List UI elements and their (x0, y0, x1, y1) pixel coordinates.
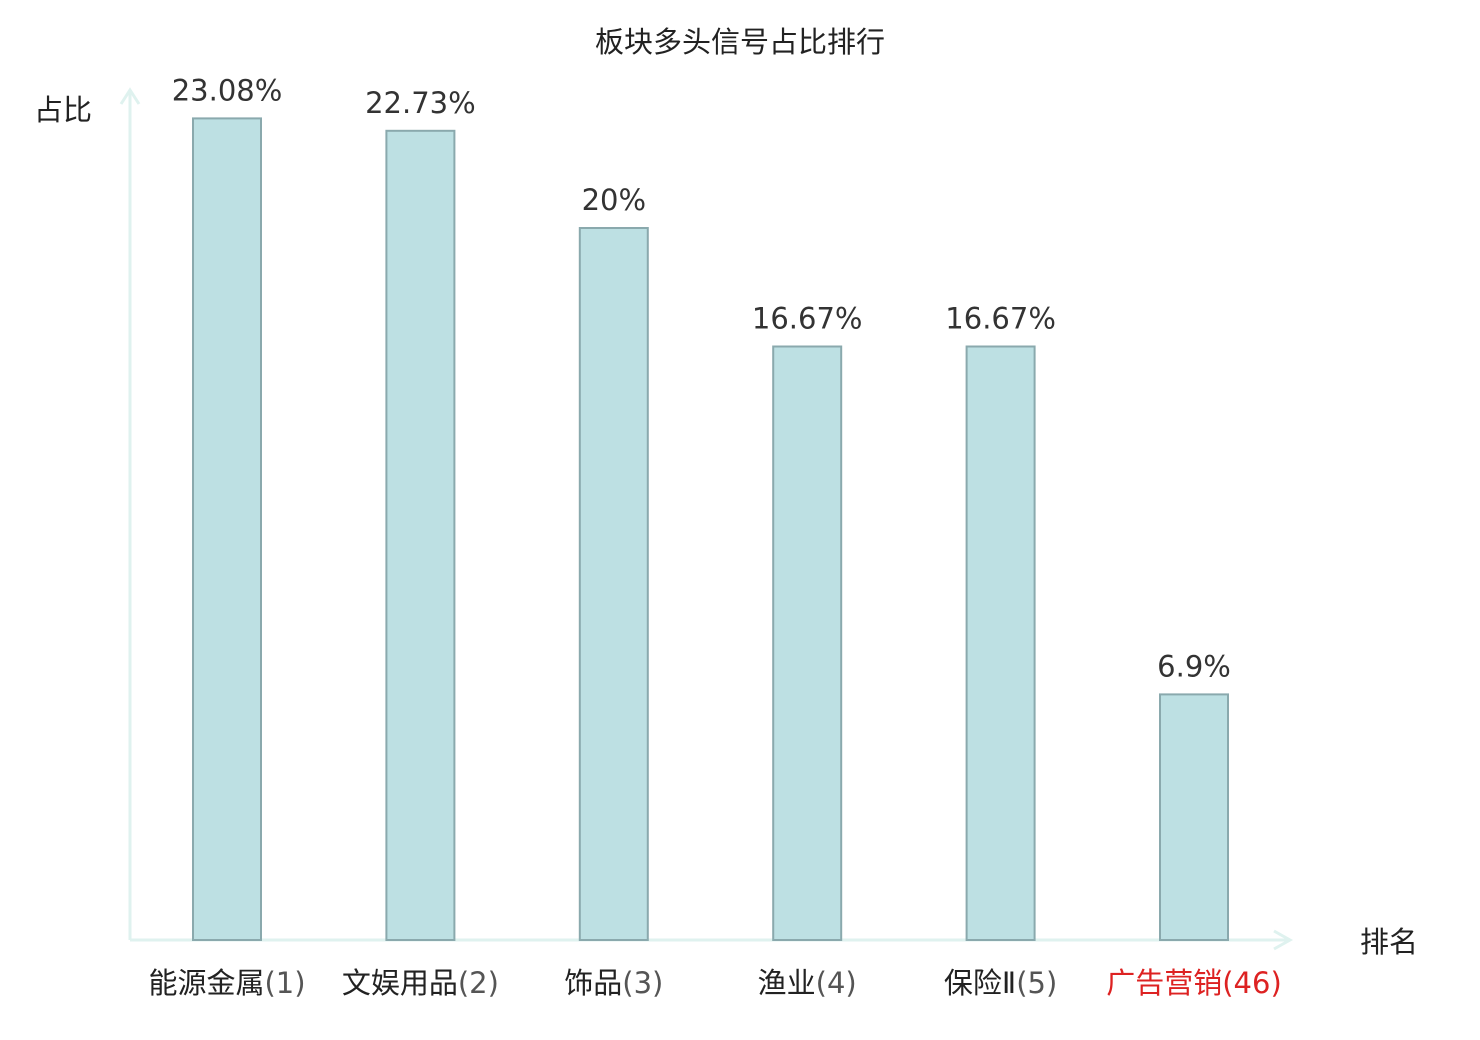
bar-1 (192, 117, 262, 941)
x-axis-label: 排名 (1360, 925, 1418, 959)
bars (192, 117, 1229, 942)
bar-6 (1159, 693, 1229, 942)
value-label-2: 22.73% (365, 86, 476, 120)
category-rank: (1) (264, 966, 305, 1000)
value-label-6: 6.9% (1157, 649, 1231, 683)
category-name: 渔业 (758, 966, 816, 1000)
value-label-1: 23.08% (172, 73, 283, 107)
category-name: 广告营销 (1106, 966, 1222, 1000)
category-name: 能源金属 (148, 966, 264, 1000)
category-labels: 能源金属(1) 文娱用品(2) 饰品(3) 渔业(4) 保险Ⅱ(5) 广告营销(46) (148, 966, 1281, 1000)
category-rank: (4) (816, 966, 857, 1000)
y-axis-arrow (119, 87, 141, 105)
value-label-4: 16.67% (752, 302, 863, 336)
bar-3 (578, 227, 649, 941)
category-rank: (5) (1016, 966, 1057, 1000)
category-label-3: 饰品(3) (564, 966, 663, 1000)
category-label-2: 文娱用品(2) (342, 966, 499, 1000)
value-label-5: 16.67% (945, 302, 1056, 336)
bar-2 (385, 129, 456, 942)
bar-5 (965, 345, 1036, 941)
category-name: 文娱用品 (342, 966, 458, 1000)
category-label-4: 渔业(4) (758, 966, 857, 1000)
value-labels: 23.08% 22.73% 20% 16.67% 16.67% 6.9% (172, 73, 1231, 683)
category-label-5: 保险Ⅱ(5) (944, 966, 1057, 1000)
category-name: 保险Ⅱ (944, 966, 1016, 1000)
category-rank: (46) (1222, 966, 1282, 1000)
category-name: 饰品 (564, 966, 622, 1000)
category-label-6: 广告营销(46) (1106, 966, 1282, 1000)
x-axis-arrow (1273, 929, 1294, 951)
category-rank: (2) (458, 966, 499, 1000)
value-label-3: 20% (582, 183, 646, 217)
category-label-1: 能源金属(1) (148, 966, 305, 1000)
y-axis-label: 占比 (34, 93, 92, 127)
chart-title: 板块多头信号占比排行 (595, 25, 885, 59)
category-rank: (3) (622, 966, 663, 1000)
axes (119, 87, 1294, 951)
bar-4 (772, 345, 843, 941)
